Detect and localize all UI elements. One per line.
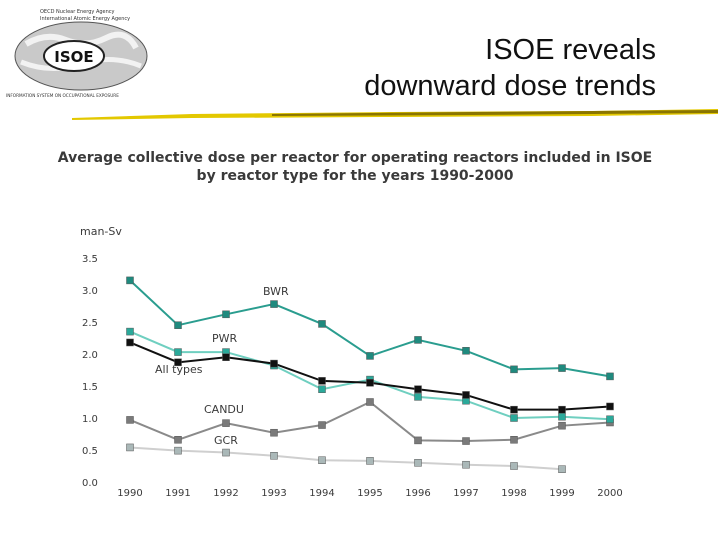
data-point-gcr	[462, 460, 470, 469]
series-line-gcr	[129, 446, 563, 471]
data-point-gcr	[558, 465, 566, 473]
data-point-all-types	[318, 377, 326, 385]
series-label-pwr: PWR	[212, 332, 238, 345]
data-point-gcr	[222, 448, 230, 457]
slide-title: ISOE reveals downward dose trends	[236, 32, 656, 104]
data-point-all-types	[174, 358, 182, 367]
x-tick-label: 2000	[597, 488, 622, 499]
slide-title-line2: downward dose trends	[364, 70, 656, 102]
data-point-pwr	[510, 414, 518, 422]
data-point-bwr	[366, 352, 374, 360]
data-point-pwr	[414, 393, 422, 401]
data-point-pwr	[174, 348, 182, 356]
data-point-bwr	[414, 336, 422, 344]
data-point-candu	[318, 421, 326, 429]
data-point-bwr	[222, 310, 230, 319]
data-point-bwr	[606, 372, 614, 381]
series-label-bwr: BWR	[263, 285, 289, 298]
x-tick-label: 1991	[165, 488, 190, 499]
data-point-bwr	[318, 320, 326, 328]
data-point-all-types	[606, 402, 614, 411]
series-label-all-types: All types	[155, 363, 203, 376]
x-tick-label: 1999	[549, 488, 574, 499]
data-point-bwr	[126, 276, 134, 285]
data-point-bwr	[174, 321, 182, 329]
logo-emblem-text: ISOE	[54, 48, 93, 66]
data-point-pwr	[318, 385, 326, 393]
y-tick-label: 0.5	[82, 446, 98, 457]
series-label-candu: CANDU	[204, 403, 244, 416]
data-point-gcr	[414, 459, 422, 467]
logo-top-line1: OECD Nuclear Energy Agency	[40, 9, 115, 15]
data-point-bwr	[510, 365, 518, 374]
data-point-gcr	[270, 452, 278, 460]
logo-emblem	[43, 40, 105, 72]
data-point-all-types	[270, 359, 278, 368]
data-point-all-types	[462, 391, 470, 399]
y-tick-label: 1.5	[82, 382, 98, 393]
series-line-bwr	[129, 279, 611, 378]
x-tick-label: 1993	[261, 488, 286, 499]
chart-title-line2: by reactor type for the years 1990-2000	[197, 168, 514, 184]
data-point-candu	[126, 416, 134, 424]
chart-title-line1: Average collective dose per reactor for …	[58, 150, 652, 166]
data-point-all-types	[126, 338, 134, 347]
data-point-candu	[558, 421, 566, 430]
data-point-gcr	[510, 462, 518, 470]
x-tick-label: 1998	[501, 488, 526, 499]
data-point-all-types	[366, 379, 374, 387]
dose-trend-chart: Average collective dose per reactor for …	[0, 140, 720, 540]
data-point-pwr	[606, 415, 614, 424]
x-tick-label: 1992	[213, 488, 238, 499]
y-tick-label: 2.0	[82, 350, 98, 361]
data-point-candu	[270, 428, 278, 437]
logo-top-line2: International Atomic Energy Agency	[40, 16, 130, 22]
y-tick-label: 0.0	[82, 478, 98, 489]
y-tick-label: 2.5	[82, 318, 98, 329]
data-point-candu	[366, 398, 374, 406]
data-point-gcr	[126, 443, 134, 452]
data-point-all-types	[510, 405, 518, 414]
series-label-gcr: GCR	[214, 434, 238, 447]
logo-bottom-text: INFORMATION SYSTEM ON OCCUPATIONAL EXPOS…	[6, 93, 119, 98]
x-axis-ticks: 1990 1991 1992 1993 1994 1995 1996 1997 1998 1999…	[117, 488, 622, 499]
x-tick-label: 1995	[357, 488, 382, 499]
series-group	[126, 276, 614, 473]
x-tick-label: 1996	[405, 488, 430, 499]
data-point-bwr	[270, 300, 278, 308]
data-point-all-types	[414, 385, 422, 393]
data-point-pwr	[126, 327, 134, 336]
data-point-gcr	[318, 456, 326, 464]
title-underline	[72, 106, 718, 122]
y-tick-label: 3.0	[82, 286, 98, 297]
y-tick-label: 1.0	[82, 414, 98, 425]
series-labels: BWR PWR All types CANDU GCR	[155, 285, 289, 447]
data-point-all-types	[558, 405, 566, 414]
data-point-bwr	[462, 347, 470, 355]
slide-title-line1: ISOE reveals	[485, 34, 656, 66]
data-point-pwr	[558, 412, 566, 421]
y-tick-label: 3.5	[82, 254, 98, 265]
x-tick-label: 1990	[117, 488, 142, 499]
x-tick-label: 1997	[453, 488, 478, 499]
isoe-logo: OECD Nuclear Energy Agency International…	[6, 4, 156, 102]
data-point-candu	[174, 436, 182, 444]
x-tick-label: 1994	[309, 488, 334, 499]
series-line-candu	[129, 400, 611, 443]
y-axis-unit-label: man-Sv	[80, 225, 122, 238]
data-point-candu	[414, 436, 422, 445]
data-point-candu	[510, 436, 518, 444]
data-point-bwr	[558, 364, 566, 372]
data-point-all-types	[222, 353, 230, 361]
data-point-gcr	[366, 457, 374, 465]
data-point-candu	[222, 419, 230, 427]
data-point-gcr	[174, 446, 182, 455]
y-axis-ticks: 0.0 0.5 1.0 1.5 2.0 2.5 3.0 3.5	[82, 254, 98, 489]
data-point-candu	[462, 437, 470, 445]
